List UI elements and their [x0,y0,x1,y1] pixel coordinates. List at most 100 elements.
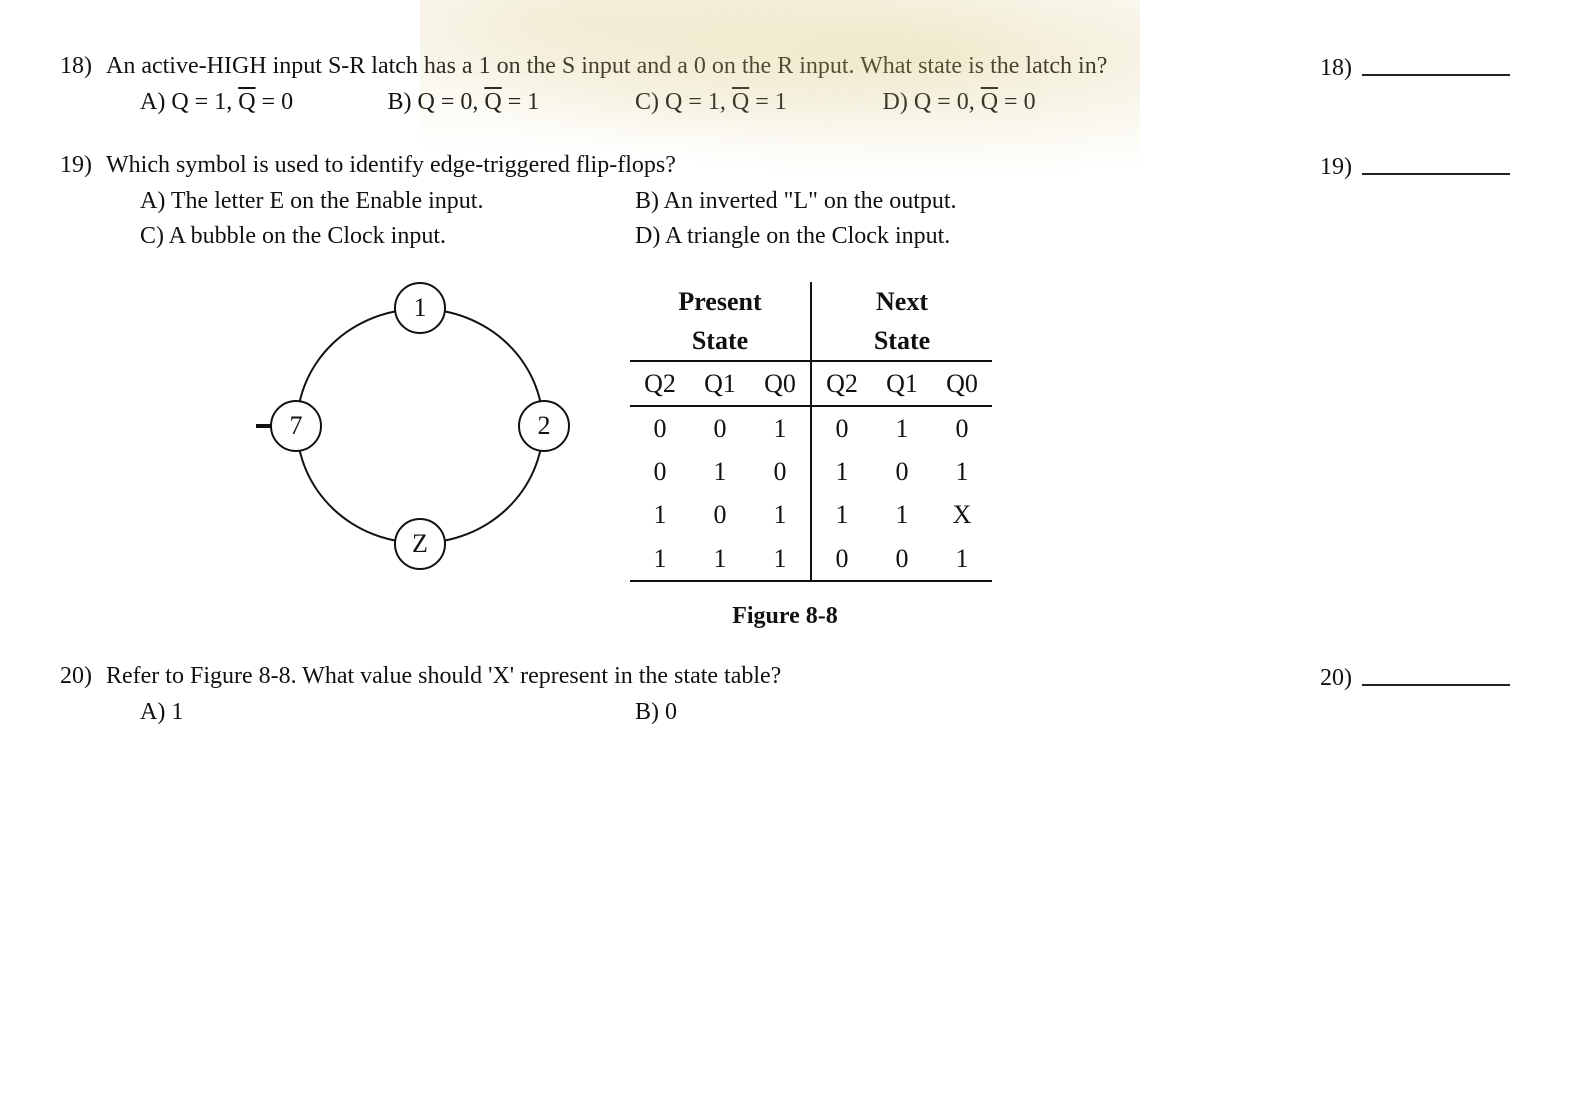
cell: 1 [690,537,750,580]
choice-rest: = 0 [998,89,1036,115]
choice-prefix: B) [388,89,418,115]
choice-text: Q = 0, [914,89,981,115]
cell: 0 [872,450,932,493]
cell: 1 [872,493,932,536]
state-node-left: 7 [270,400,322,452]
choice-rest: = 1 [502,89,540,115]
state-table-columns: Q2 Q1 Q0 Q2 Q1 Q0 [630,360,992,407]
cell: 1 [872,407,932,450]
question-19-choices: A) The letter E on the Enable input. B) … [140,185,1130,254]
q19-choice-C: C) A bubble on the Clock input. [140,220,635,252]
question-20-choices: A) 1 B) 0 [140,696,1130,730]
question-18-choices: A) Q = 1, Q = 0 B) Q = 0, Q = 1 C) Q = 1… [140,86,1130,120]
next-cells: 0 1 0 [812,407,992,450]
cell: 0 [932,407,992,450]
choice-text: Q = 1, [171,89,238,115]
col-present-Q0: Q0 [750,362,810,407]
cell: 1 [630,493,690,536]
state-table-header: Present State Next State [630,282,992,360]
cell: 1 [812,450,872,493]
cell: 1 [750,407,810,450]
question-19-body: 19) Which symbol is used to identify edg… [60,149,1130,254]
next-title-2: State [874,321,930,360]
cell: 0 [690,407,750,450]
question-19: 19) Which symbol is used to identify edg… [60,149,1510,254]
q19-choice-B: B) An inverted "L" on the output. [635,185,1130,217]
question-19-text: Which symbol is used to identify edge-tr… [106,149,1130,181]
q-bar: Q [238,89,255,115]
q18-choice-C: C) Q = 1, Q = 1 [635,86,883,118]
cell: 1 [630,537,690,580]
choice-rest: = 1 [749,89,787,115]
answer-line[interactable] [1362,52,1510,76]
cell: X [932,493,992,536]
question-18-number: 18) [60,50,106,82]
next-cells: 0 0 1 [812,537,992,580]
choice-prefix: A) [140,89,171,115]
next-columns: Q2 Q1 Q0 [812,362,992,407]
state-node-top: 1 [394,282,446,334]
question-18-text: An active-HIGH input S-R latch has a 1 o… [106,50,1130,82]
question-20-stem: 20) Refer to Figure 8-8. What value shou… [60,660,1130,692]
cell: 1 [812,493,872,536]
answer-number: 19) [1320,151,1352,183]
answer-blank-19: 19) [1320,149,1510,183]
cell: 0 [630,407,690,450]
state-node-bottom: Z [394,518,446,570]
present-cells: 0 0 1 [630,407,812,450]
state-diagram: 1 2 Z 7 [270,282,570,572]
table-row: 1 1 1 0 0 1 [630,537,992,580]
present-cells: 0 1 0 [630,450,812,493]
cell: 0 [690,493,750,536]
present-title-2: State [692,321,748,360]
state-table-body: 0 0 1 0 1 0 0 1 0 [630,407,992,581]
choice-text: Q = 0, [418,89,485,115]
question-20-body: 20) Refer to Figure 8-8. What value shou… [60,660,1130,731]
table-row: 0 0 1 0 1 0 [630,407,992,450]
q-bar: Q [981,89,998,115]
choice-prefix: D) [883,89,914,115]
next-state-header: Next State [812,282,992,360]
question-20: 20) Refer to Figure 8-8. What value shou… [60,660,1510,731]
question-18: 18) An active-HIGH input S-R latch has a… [60,50,1510,121]
answer-line[interactable] [1362,662,1510,686]
present-cells: 1 1 1 [630,537,812,580]
cell: 0 [812,537,872,580]
cell: 0 [630,450,690,493]
page: 18) An active-HIGH input S-R latch has a… [0,0,1570,1102]
question-20-text: Refer to Figure 8-8. What value should '… [106,660,1130,692]
cell: 1 [932,537,992,580]
cell: 1 [750,537,810,580]
cell: 1 [750,493,810,536]
answer-line[interactable] [1362,151,1510,175]
next-cells: 1 0 1 [812,450,992,493]
cell: 1 [932,450,992,493]
state-diagram-ring [296,308,544,544]
table-row: 0 1 0 1 0 1 [630,450,992,493]
cell: 0 [872,537,932,580]
q-bar: Q [732,89,749,115]
next-title-1: Next [876,282,928,321]
answer-number: 20) [1320,662,1352,694]
cell: 0 [750,450,810,493]
choice-prefix: C) [635,89,665,115]
col-present-Q1: Q1 [690,362,750,407]
present-title-1: Present [678,282,761,321]
present-columns: Q2 Q1 Q0 [630,362,812,407]
present-state-header: Present State [630,282,812,360]
q19-choice-D: D) A triangle on the Clock input. [635,220,1130,252]
answer-blank-18: 18) [1320,50,1510,84]
col-next-Q1: Q1 [872,362,932,407]
choice-rest: = 0 [256,89,294,115]
question-20-number: 20) [60,660,106,692]
question-18-body: 18) An active-HIGH input S-R latch has a… [60,50,1130,121]
q20-choice-B: B) 0 [635,696,1130,728]
col-next-Q2: Q2 [812,362,872,407]
question-19-number: 19) [60,149,106,181]
q-bar: Q [484,89,501,115]
figure-8-8: 1 2 Z 7 Present State Next State Q2 Q1 [270,282,1510,582]
answer-blank-20: 20) [1320,660,1510,694]
table-row: 1 0 1 1 1 X [630,493,992,536]
state-table: Present State Next State Q2 Q1 Q0 Q2 Q1 … [630,282,992,582]
q18-choice-D: D) Q = 0, Q = 0 [883,86,1131,118]
